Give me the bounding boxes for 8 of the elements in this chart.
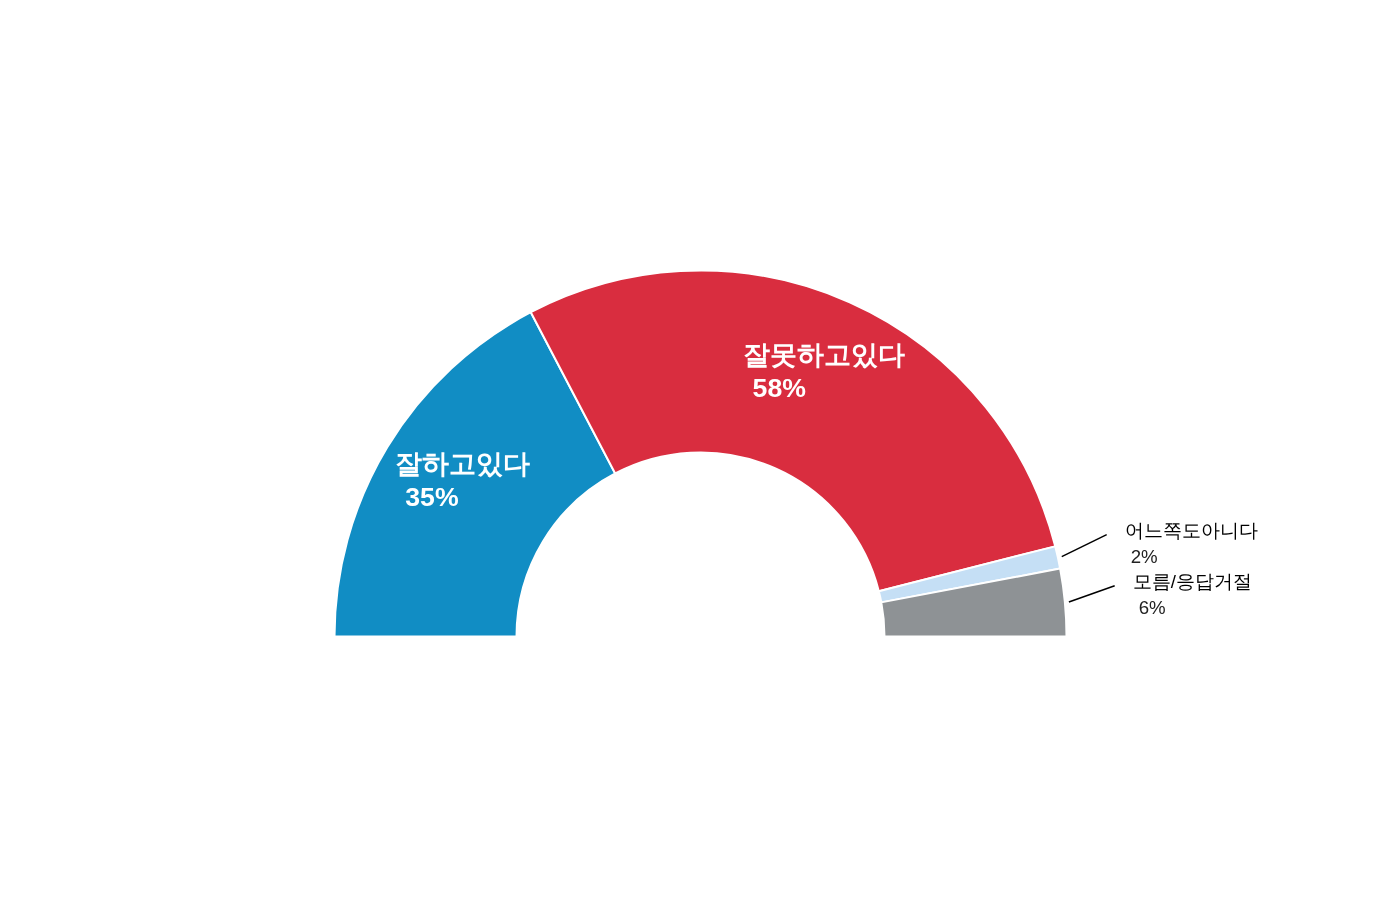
data-label: 35%: [405, 482, 459, 513]
slice-label: 어느쪽도아니다: [1124, 520, 1258, 542]
slice-label: 잘하고있다: [395, 449, 531, 480]
data-label: 58%: [752, 373, 806, 404]
data-label: 2%: [1130, 546, 1158, 568]
slice-label: 잘못하고있다: [742, 340, 905, 371]
data-label: 6%: [1138, 597, 1166, 619]
slice-label: 모름/응답거절: [1132, 571, 1252, 593]
